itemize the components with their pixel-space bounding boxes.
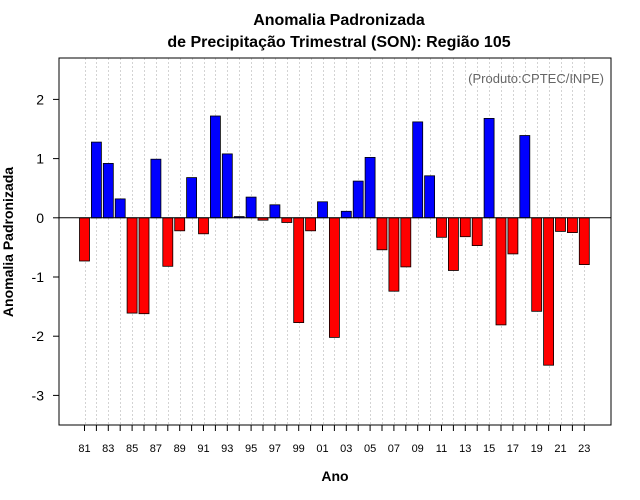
bar-83 <box>102 162 114 219</box>
y-axis: 2 1 0 -1 -2 -3 <box>32 91 59 403</box>
bar-89 <box>174 217 186 232</box>
y-axis-label: Anomalia Padronizada <box>0 167 16 317</box>
bar-05 <box>364 156 376 219</box>
bar-85 <box>126 217 138 314</box>
bar-99 <box>293 217 305 324</box>
bar-16 <box>495 217 507 326</box>
x-tick-label: 13 <box>459 443 471 455</box>
bar-06 <box>376 217 388 251</box>
x-tick-label: 95 <box>245 443 257 455</box>
x-tick-label: 11 <box>436 443 447 455</box>
x-tick-label: 09 <box>412 443 424 455</box>
bar-95 <box>245 196 257 219</box>
bar-88 <box>162 217 174 267</box>
x-tick-label: 89 <box>174 443 186 455</box>
bar-21 <box>555 217 566 232</box>
bar-19 <box>531 217 543 312</box>
bar-17 <box>507 217 519 255</box>
bar-09 <box>412 121 424 219</box>
bar-15 <box>483 118 495 219</box>
x-tick-label: 23 <box>578 443 590 455</box>
bar-12 <box>447 217 459 271</box>
bar-93 <box>221 153 233 219</box>
bar-90 <box>186 177 198 219</box>
x-tick-label: 17 <box>507 443 519 455</box>
bar-86 <box>138 217 150 315</box>
bar-97 <box>269 204 281 219</box>
bar-13 <box>459 217 471 238</box>
x-tick-label: 07 <box>388 443 400 455</box>
bar-00 <box>305 217 317 232</box>
y-tick-label: -2 <box>32 328 45 344</box>
bar-98 <box>281 217 293 223</box>
y-tick-label: 1 <box>36 151 44 167</box>
y-tick-label: 0 <box>36 210 44 226</box>
x-tick-label: 03 <box>340 443 352 455</box>
bar-20 <box>543 217 554 366</box>
bar-23 <box>578 217 590 266</box>
x-tick-label: 91 <box>197 443 209 455</box>
y-tick-label: 2 <box>36 91 44 107</box>
chart-title: Anomalia Padronizada <box>253 12 425 29</box>
bar-03 <box>340 210 352 219</box>
y-tick-label: -3 <box>32 387 45 403</box>
plot-frame <box>58 57 612 426</box>
bar-22 <box>567 217 578 234</box>
x-tick-label: 19 <box>531 443 543 455</box>
x-tick-label: 05 <box>364 443 376 455</box>
bar-91 <box>198 217 209 235</box>
bar-07 <box>388 217 400 292</box>
bar-81 <box>79 217 90 262</box>
x-axis-label: Ano <box>321 468 348 484</box>
chart-subtitle: de Precipitação Trimestral (SON): Região… <box>167 34 510 51</box>
x-tick-label: 97 <box>269 443 281 455</box>
bar-02 <box>328 217 340 338</box>
x-tick-label: 83 <box>102 443 114 455</box>
x-tick-label: 93 <box>221 443 233 455</box>
x-tick-label: 99 <box>293 443 305 455</box>
x-tick-label: 81 <box>78 443 90 455</box>
bar-92 <box>209 115 221 219</box>
bar-82 <box>91 141 102 219</box>
x-tick-label: 21 <box>554 443 566 455</box>
x-tick-label: 01 <box>316 443 328 455</box>
bar-87 <box>150 158 162 219</box>
x-tick-label: 15 <box>483 443 495 455</box>
y-tick-label: -1 <box>32 269 45 285</box>
bar-18 <box>519 135 531 219</box>
credit-text: (Produto:CPTEC/INPE) <box>468 71 604 86</box>
bar-10 <box>424 175 436 219</box>
bar-08 <box>400 217 412 268</box>
bars <box>59 115 611 366</box>
bar-11 <box>436 217 447 238</box>
bar-14 <box>471 217 483 247</box>
bar-01 <box>317 201 328 219</box>
bar-84 <box>114 198 126 219</box>
x-tick-label: 87 <box>150 443 162 455</box>
bar-04 <box>352 180 364 219</box>
x-axis: 81 83 85 87 89 91 93 95 97 99 01 03 05 07 09 11 13 15 17 19… <box>78 425 590 455</box>
x-tick-label: 85 <box>126 443 138 455</box>
